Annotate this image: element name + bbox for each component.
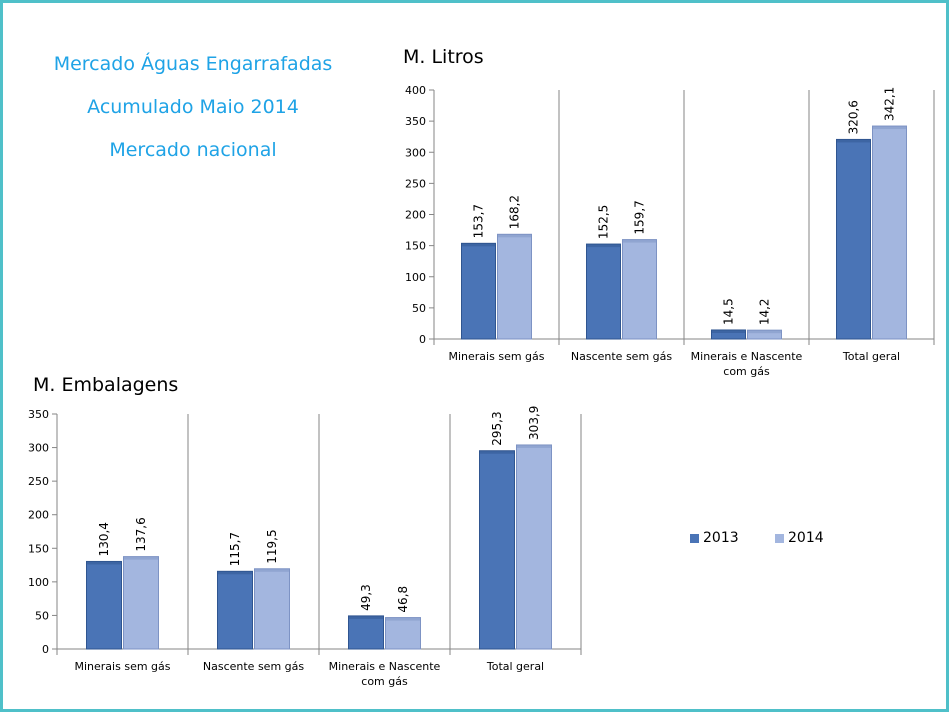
embalagens-y-tick-label: 300 — [28, 442, 49, 455]
embalagens-data-label-2013: 130,4 — [97, 522, 111, 556]
embalagens-data-label-2014: 137,6 — [134, 517, 148, 551]
legend-swatch-2014 — [775, 533, 784, 543]
embalagens-bar-top-2014 — [254, 568, 290, 572]
litros-category-label: Minerais sem gás — [449, 350, 545, 363]
litros-data-label-2013: 153,7 — [472, 204, 486, 238]
embalagens-category-label: Minerais sem gás — [75, 660, 171, 673]
embalagens-bar-top-2013 — [217, 571, 253, 575]
litros-category-label: Total geral — [842, 350, 900, 363]
litros-y-tick-label: 400 — [405, 84, 426, 97]
embalagens-bar-top-2014 — [123, 556, 159, 560]
legend-item-2014: 2014 — [775, 530, 824, 546]
chart-title-embalagens: M. Embalagens — [33, 374, 179, 396]
legend-item-2013: 2013 — [690, 530, 739, 546]
legend-swatch-2013 — [690, 533, 699, 543]
embalagens-y-tick-label: 100 — [28, 576, 49, 589]
litros-bar-top-2013 — [836, 139, 871, 143]
embalagens-bar-2013 — [86, 560, 122, 650]
litros-data-label-2014: 14,2 — [758, 298, 772, 325]
litros-bar-2013 — [461, 242, 496, 340]
embalagens-y-tick-label: 50 — [35, 609, 49, 622]
embalagens-bar-top-2013 — [479, 450, 515, 454]
headline-market: Mercado Águas Engarrafadas — [53, 53, 333, 75]
embalagens-data-label-2014: 46,8 — [396, 586, 410, 613]
embalagens-data-label-2013: 295,3 — [490, 411, 504, 445]
embalagens-category-label: Total geral — [486, 660, 544, 673]
legend-label-2013: 2013 — [703, 530, 739, 546]
embalagens-bar-2013 — [217, 570, 253, 650]
litros-bar-top-2013 — [461, 243, 496, 247]
litros-data-label-2013: 14,5 — [722, 298, 736, 325]
litros-y-tick-label: 350 — [405, 115, 426, 128]
headline-period: Acumulado Maio 2014 — [87, 96, 299, 118]
embalagens-bar-2014 — [516, 444, 552, 650]
litros-bar-top-2014 — [497, 234, 532, 238]
litros-data-label-2014: 159,7 — [633, 200, 647, 234]
embalagens-bar-top-2013 — [86, 561, 122, 565]
embalagens-bar-2014 — [123, 556, 159, 650]
embalagens-y-tick-label: 200 — [28, 509, 49, 522]
litros-category-label: Nascente sem gás — [571, 350, 672, 363]
embalagens-bar-top-2014 — [385, 617, 421, 621]
litros-bar-2014 — [872, 125, 907, 340]
embalagens-data-label-2013: 49,3 — [359, 584, 373, 611]
embalagens-bar-2014 — [254, 568, 290, 650]
litros-y-tick-label: 100 — [405, 271, 426, 284]
headline-scope: Mercado nacional — [109, 139, 277, 161]
embalagens-bar-2013 — [348, 615, 384, 650]
litros-bar-top-2013 — [586, 244, 621, 248]
embalagens-bar-top-2014 — [516, 444, 552, 448]
embalagens-category-label: com gás — [361, 675, 408, 688]
embalagens-y-tick-label: 0 — [42, 643, 49, 656]
litros-y-tick-label: 300 — [405, 146, 426, 159]
litros-y-tick-label: 200 — [405, 209, 426, 222]
litros-y-tick-label: 150 — [405, 240, 426, 253]
litros-category-label: Minerais e Nascente — [691, 350, 803, 363]
litros-data-label-2013: 152,5 — [597, 205, 611, 239]
litros-bar-2014 — [622, 239, 657, 340]
embalagens-data-label-2014: 119,5 — [265, 529, 279, 563]
litros-bar-top-2013 — [711, 329, 746, 333]
chart-litros: 0 50 100 150 200 250 300 350 400 153,7 168,2 Minera… — [405, 84, 935, 378]
litros-category-label: com gás — [723, 365, 770, 378]
litros-bar-2014 — [497, 233, 532, 340]
litros-y-tick-label: 50 — [412, 302, 426, 315]
litros-bar-top-2014 — [622, 239, 657, 243]
legend-label-2014: 2014 — [788, 530, 824, 546]
embalagens-data-label-2013: 115,7 — [228, 532, 242, 566]
chart-embalagens: 0 50 100 150 200 250 300 350 130,4 137,6 Minerais … — [28, 406, 582, 688]
litros-bar-top-2014 — [872, 126, 907, 130]
embalagens-bar-2013 — [479, 450, 515, 650]
litros-y-tick-label: 250 — [405, 177, 426, 190]
litros-data-label-2014: 168,2 — [508, 195, 522, 229]
embalagens-y-tick-label: 150 — [28, 542, 49, 555]
embalagens-data-label-2014: 303,9 — [527, 406, 541, 440]
embalagens-category-label: Minerais e Nascente — [329, 660, 441, 673]
embalagens-bar-top-2013 — [348, 615, 384, 619]
litros-bar-top-2014 — [747, 330, 782, 334]
embalagens-y-tick-label: 250 — [28, 475, 49, 488]
embalagens-y-tick-label: 350 — [28, 408, 49, 421]
litros-y-tick-label: 0 — [419, 333, 426, 346]
litros-data-label-2013: 320,6 — [847, 100, 861, 134]
litros-data-label-2014: 342,1 — [883, 87, 897, 121]
litros-bar-2013 — [586, 243, 621, 340]
embalagens-category-label: Nascente sem gás — [203, 660, 304, 673]
chart-title-litros: M. Litros — [403, 46, 484, 68]
litros-bar-2013 — [836, 138, 871, 340]
embalagens-bar-2014 — [385, 617, 421, 650]
